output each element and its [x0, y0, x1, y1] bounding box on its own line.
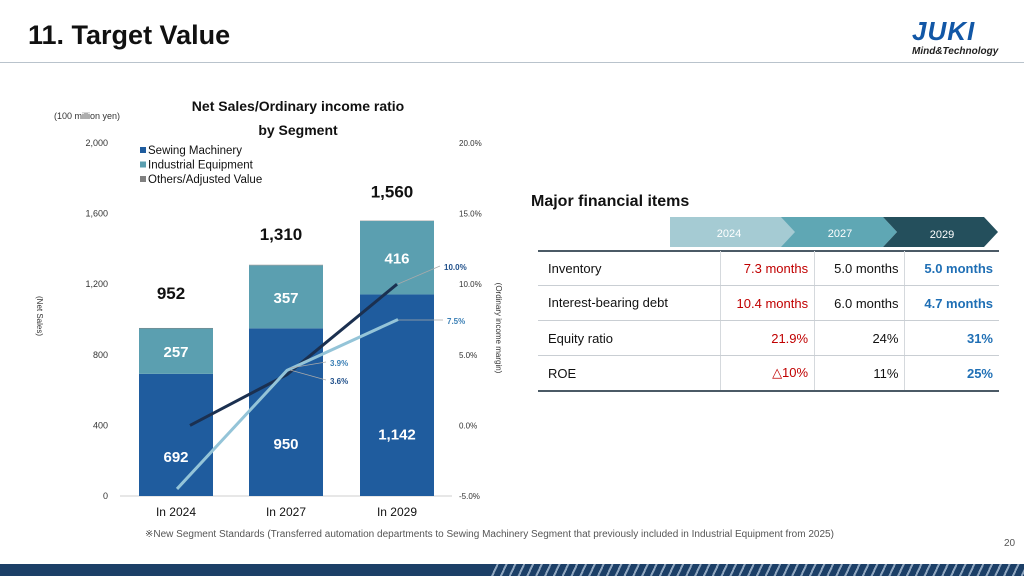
- margin-line: [175, 318, 399, 490]
- y-tick-label: 800: [93, 350, 108, 360]
- page-title: 11. Target Value: [28, 20, 231, 50]
- footnote: ※New Segment Standards (Transferred auto…: [145, 529, 834, 540]
- y2-tick-label: 10.0%: [459, 280, 482, 289]
- year-arrow-2024: [670, 217, 799, 247]
- cell-2027: 24%: [814, 320, 905, 356]
- legend-label: Industrial Equipment: [148, 160, 254, 172]
- bar-segment: [139, 328, 213, 374]
- header-divider: [0, 62, 1024, 63]
- bar-value-label: 692: [163, 449, 188, 466]
- cell-2027: 11%: [814, 355, 905, 392]
- line-point-label: 10.0%: [444, 263, 467, 272]
- y2-tick-label: 15.0%: [459, 210, 482, 219]
- cell-2027: 5.0 months: [814, 251, 905, 286]
- y2-tick-label: 20.0%: [459, 139, 482, 148]
- leader-line: [289, 369, 327, 381]
- y2-axis-label: (Ordinary income margin): [494, 283, 503, 374]
- legend-swatch: [140, 161, 146, 168]
- logo-brand: JUKI: [912, 16, 976, 46]
- bar-segment: [360, 294, 434, 496]
- footer-stripes: [490, 564, 1024, 576]
- year-label-2029: 2029: [930, 229, 954, 241]
- line-point-label: 7.5%: [447, 317, 465, 326]
- y-tick-label: 400: [93, 420, 108, 430]
- bar-value-label: 257: [163, 344, 188, 361]
- x-category-label: In 2024: [156, 505, 196, 519]
- financials-title: Major financial items: [531, 193, 690, 210]
- y-tick-label: 2,000: [85, 138, 108, 148]
- cell-2027: 6.0 months: [814, 285, 905, 321]
- bar-total-label: 1,560: [371, 183, 414, 202]
- x-category-label: In 2029: [377, 505, 417, 519]
- bar-total-label: 952: [157, 284, 185, 303]
- cell-2024: 10.4 months: [719, 285, 815, 321]
- y-tick-label: 0: [103, 491, 108, 501]
- bar-segment: [249, 264, 323, 266]
- bar-value-label: 1,142: [378, 427, 416, 444]
- line-point-label: 3.6%: [330, 377, 348, 386]
- table-row: Inventory 7.3 months 5.0 months 5.0 mont…: [538, 251, 999, 286]
- year-label-2027: 2027: [828, 228, 852, 240]
- bar-segment: [249, 265, 323, 329]
- leader-line: [289, 361, 327, 369]
- y-axis-label: (Net Sales): [35, 296, 44, 336]
- table-row: ROE △10% 11% 25%: [538, 355, 999, 392]
- cell-2029: 5.0 months: [904, 251, 999, 286]
- table-row: Interest-bearing debt 10.4 months 6.0 mo…: [538, 285, 999, 321]
- y2-tick-label: 0.0%: [459, 421, 477, 430]
- legend-swatch: [140, 176, 146, 182]
- cell-2029: 4.7 months: [904, 285, 999, 321]
- year-label-2024: 2024: [717, 228, 741, 240]
- cell-2024: 7.3 months: [719, 251, 815, 286]
- cell-2024: △10%: [719, 355, 815, 392]
- year-arrow-2027: [781, 217, 897, 247]
- leader-line: [397, 265, 441, 285]
- cell-2029: 31%: [904, 320, 999, 356]
- year-arrow-2029: [883, 217, 998, 247]
- table-row: Equity ratio 21.9% 24% 31%: [538, 320, 999, 356]
- margin-line: [189, 283, 398, 427]
- chart-title-line2: by Segment: [258, 122, 338, 138]
- cell-2029: 25%: [904, 355, 999, 392]
- bar-value-label: 950: [273, 436, 298, 453]
- bar-segment: [360, 221, 434, 295]
- y-tick-label: 1,200: [85, 279, 108, 289]
- chart-title-line1: Net Sales/Ordinary income ratio: [192, 98, 404, 114]
- logo-tagline: Mind&Technology: [912, 46, 999, 57]
- row-label: Inventory: [538, 251, 721, 286]
- cell-2024: 21.9%: [719, 320, 815, 356]
- row-label: Equity ratio: [538, 320, 721, 356]
- y2-tick-label: 5.0%: [459, 351, 477, 360]
- row-label: Interest-bearing debt: [538, 285, 721, 321]
- legend-label: Sewing Machinery: [148, 145, 242, 157]
- bar-total-label: 1,310: [260, 225, 303, 244]
- y2-tick-label: -5.0%: [459, 492, 480, 501]
- line-point-label: 3.9%: [330, 359, 348, 368]
- unit-label: (100 million yen): [54, 111, 120, 121]
- juki-logo: JUKI Mind&Technology: [912, 18, 1008, 57]
- page-number: 20: [1004, 538, 1016, 549]
- y-tick-label: 1,600: [85, 209, 108, 219]
- row-label: ROE: [538, 355, 721, 392]
- bar-value-label: 357: [273, 290, 298, 307]
- bar-value-label: 416: [384, 251, 409, 268]
- x-category-label: In 2027: [266, 505, 306, 519]
- legend-label: Others/Adjusted Value: [148, 174, 262, 186]
- financials-table: Inventory 7.3 months 5.0 months 5.0 mont…: [538, 251, 999, 392]
- legend-swatch: [140, 147, 146, 153]
- bar-segment: [139, 373, 213, 496]
- bar-segment: [139, 327, 213, 329]
